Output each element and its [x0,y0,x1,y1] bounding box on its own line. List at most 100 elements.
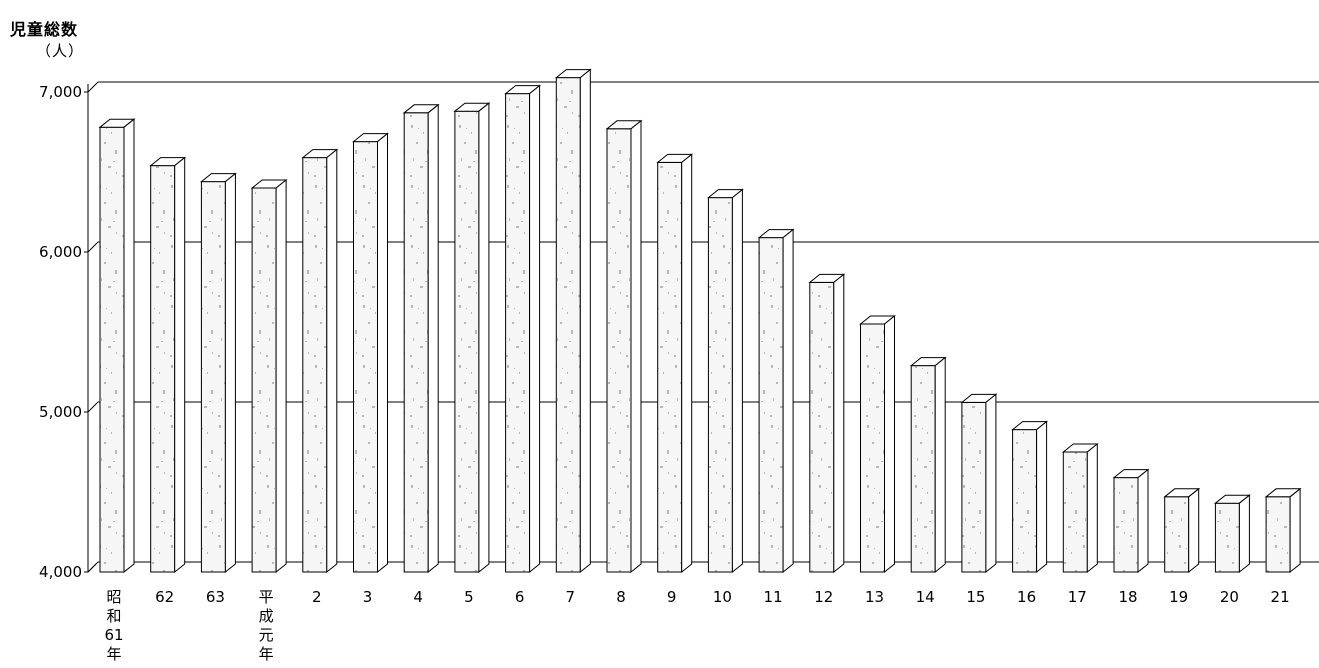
x-tick-label: 14 [916,588,935,606]
x-tick-label: 19 [1169,588,1188,606]
x-tick-label: 8 [616,588,626,606]
bar [301,148,339,574]
y-axis-unit: （人） [36,42,85,60]
bar-side [1137,468,1149,574]
x-tick-label: 4 [413,588,423,606]
bar [808,273,846,574]
bar-side [681,153,693,574]
bar-side [377,132,388,574]
bar-front [860,323,885,573]
y-tick-label: 5,000 [39,403,82,421]
y-tick-label: 6,000 [39,243,82,261]
bar-side [630,119,642,574]
bar [859,314,896,574]
bar [757,228,795,574]
bar [1264,487,1302,574]
bar-side [934,356,946,574]
bar-side [731,188,743,574]
bar-front [1113,477,1139,573]
bar [199,172,237,574]
bar-front [1012,429,1038,573]
bar-side [123,118,135,574]
gridline-diagonal [87,81,99,93]
bar [656,153,694,574]
x-tick-label: 63 [206,588,225,606]
bar-front [1214,502,1240,573]
bar-front [606,128,632,573]
bar-side [1188,487,1200,574]
bar-front [1164,496,1190,573]
bar [1011,420,1049,574]
bar [960,393,998,574]
x-tick-label: 15 [966,588,985,606]
bar [1112,468,1150,574]
bar-front [353,141,378,573]
x-tick-label: 21 [1271,588,1290,606]
bar-side [884,314,895,574]
bar-front [200,181,226,573]
bar-front [758,237,784,573]
gridline-diagonal [87,401,99,413]
bar [706,188,744,574]
x-tick-label: 6 [515,588,525,606]
bar [1213,494,1251,574]
bar-side [427,103,439,574]
bar [909,356,947,574]
bar-front [302,157,328,573]
bar-front [454,110,480,573]
bar-front [99,126,125,573]
x-tick-label: 昭和 61 年 [104,588,123,663]
x-tick-label: 13 [865,588,884,606]
bar [98,118,136,574]
bar-side [275,178,287,574]
x-tick-label: 9 [667,588,677,606]
bar-side [985,393,997,574]
bar-side [579,68,591,574]
bar-front [150,165,176,573]
bar-side [1086,442,1098,574]
x-tick-label: 2 [312,588,322,606]
bar-side [326,148,338,574]
bar-front [657,161,683,573]
bar-front [1265,496,1291,573]
x-tick-label: 10 [713,588,732,606]
bar-side [833,273,845,574]
bar [453,102,491,574]
bar [352,132,389,574]
bar-front [403,112,429,573]
bar [605,119,643,574]
bar-side [1289,487,1301,574]
x-tick-label: 12 [814,588,833,606]
x-tick-label: 5 [464,588,474,606]
bar-front [707,197,733,573]
x-tick-label: 16 [1017,588,1036,606]
gridline-diagonal [87,241,99,253]
x-tick-label: 17 [1068,588,1087,606]
x-tick-label: 18 [1118,588,1137,606]
bar-front [555,77,581,573]
bar-front [505,93,531,573]
bar-side [174,156,186,574]
bar-layer [98,68,1302,574]
y-tick-label: 4,000 [39,563,82,581]
bar-side [782,228,794,574]
y-tick-label: 7,000 [39,83,82,101]
x-tick-label: 11 [764,588,783,606]
bar-side [1036,420,1048,574]
x-tick-label: 3 [363,588,373,606]
bar [1163,487,1201,574]
x-tick-label: 7 [566,588,576,606]
x-tick-label: 20 [1220,588,1239,606]
bar [554,68,592,574]
bar-side [224,172,236,574]
tick-layer: 4,000 5,000 6,000 7,000 [39,83,88,581]
bar [504,84,542,574]
category-layer: 昭和 61 年 62 63 平成元年 2 3 4 5 6 7 8 9 10 11 12 13 14 15 16 17 18 1… [104,588,1289,663]
x-tick-label: 62 [155,588,174,606]
bar-front [251,187,277,573]
bar-front [910,365,936,573]
bar [1061,442,1099,574]
bar-side [478,102,490,574]
x-tick-label: 平成元年 [259,588,274,663]
